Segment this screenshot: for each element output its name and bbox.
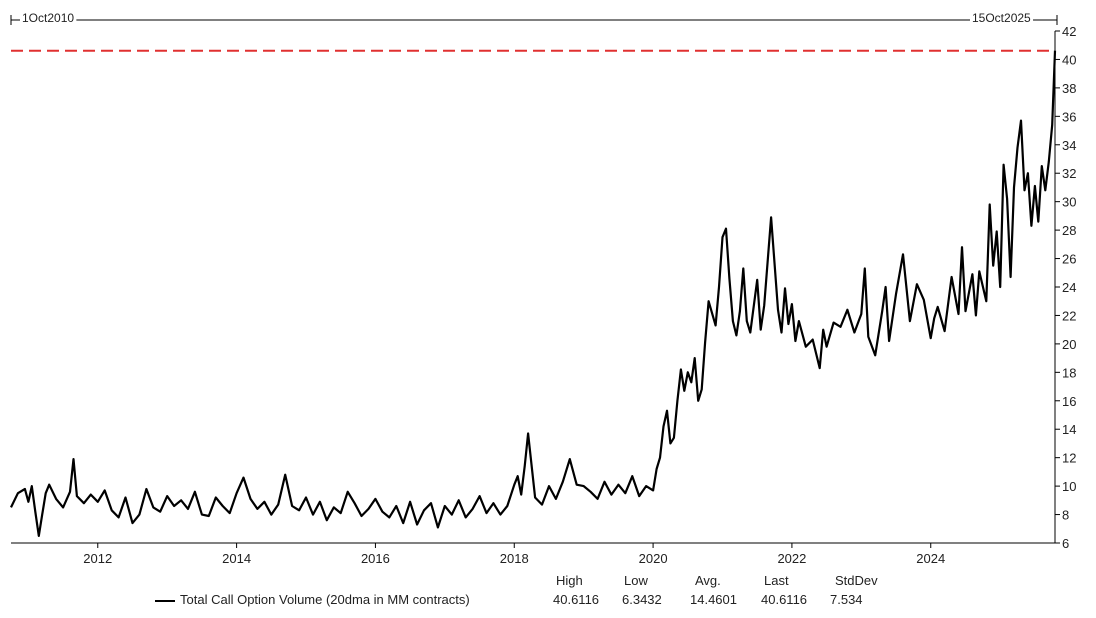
stats-value-high: 40.6116 [553, 592, 600, 607]
y-tick-label: 32 [1062, 166, 1076, 181]
y-tick-label: 16 [1062, 394, 1076, 409]
stats-value-stddev: 7.534 [830, 592, 863, 607]
y-tick-label: 8 [1062, 508, 1069, 523]
stats-value-low: 6.3432 [622, 592, 662, 607]
range-end-label: 15Oct2025 [972, 11, 1031, 25]
stats-value-avg: 14.4601 [690, 592, 737, 607]
y-tick-label: 14 [1062, 422, 1076, 437]
legend-line-swatch [155, 600, 175, 602]
y-tick-label: 28 [1062, 223, 1076, 238]
end-label-background [970, 11, 1034, 25]
y-tick-label: 34 [1062, 138, 1076, 153]
series-line-total-call-option-volume [10, 50, 1057, 538]
legend-label: Total Call Option Volume (20dma in MM co… [180, 592, 470, 607]
y-tick-label: 30 [1062, 195, 1076, 210]
y-tick-label: 22 [1062, 308, 1076, 323]
y-tick-label: 36 [1062, 109, 1076, 124]
x-tick-label: 2022 [777, 551, 806, 566]
x-tick-label: 2014 [222, 551, 251, 566]
y-tick-label: 18 [1062, 365, 1076, 380]
y-tick-label: 20 [1062, 337, 1076, 352]
y-tick-label: 40 [1062, 52, 1076, 67]
y-tick-label: 42 [1062, 24, 1076, 39]
stats-header-low: Low [624, 573, 648, 588]
x-tick-label: 2016 [361, 551, 390, 566]
stats-header-stddev: StdDev [835, 573, 878, 588]
start-label-background [20, 11, 77, 25]
x-tick-label: 2012 [83, 551, 112, 566]
y-tick-label: 38 [1062, 81, 1076, 96]
range-start-label: 1Oct2010 [22, 11, 74, 25]
stats-header-last: Last [764, 573, 789, 588]
x-tick-label: 2018 [500, 551, 529, 566]
y-tick-label: 24 [1062, 280, 1076, 295]
y-tick-label: 26 [1062, 252, 1076, 267]
stats-value-last: 40.6116 [761, 592, 808, 607]
y-tick-label: 12 [1062, 451, 1076, 466]
x-tick-label: 2024 [916, 551, 945, 566]
stats-header-avg: Avg. [695, 573, 721, 588]
y-tick-label: 10 [1062, 479, 1076, 494]
stats-header-high: High [556, 573, 583, 588]
x-tick-label: 2020 [639, 551, 668, 566]
y-tick-label: 6 [1062, 536, 1069, 551]
